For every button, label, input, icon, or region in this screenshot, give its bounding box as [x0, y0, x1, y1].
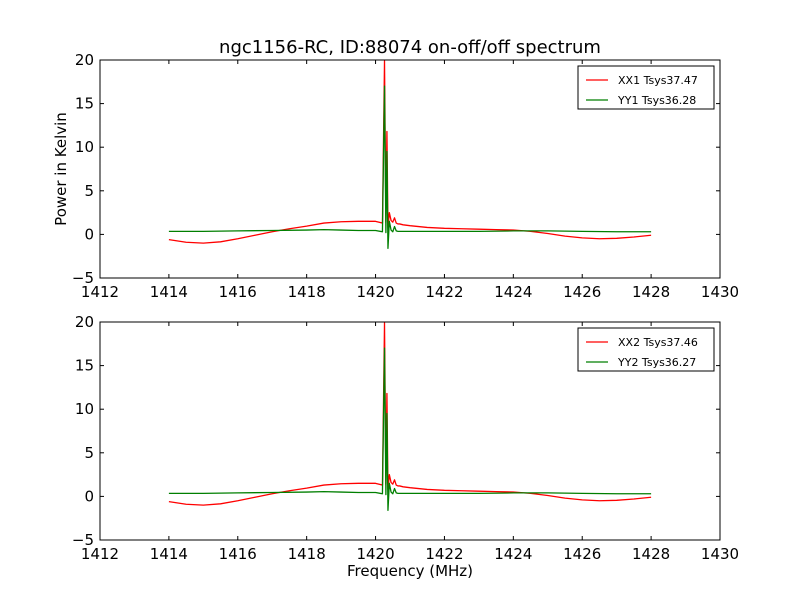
legend-label: YY1 Tsys36.28 [617, 94, 696, 107]
y-tick-label: 20 [75, 51, 94, 69]
y-tick-label: 15 [75, 95, 94, 113]
axes-frame [99, 59, 721, 279]
x-tick-label: 1420 [356, 545, 394, 563]
x-tick-label: 1416 [219, 283, 257, 301]
legend-label: YY2 Tsys36.27 [617, 356, 696, 369]
x-tick-label: 1412 [81, 283, 119, 301]
y-tick-label: 20 [75, 313, 94, 331]
x-tick-label: 1420 [356, 283, 394, 301]
legend: XX1 Tsys37.47 YY1 Tsys36.28 [577, 65, 715, 110]
legend-box [577, 65, 715, 110]
x-tick-label: 1418 [288, 283, 326, 301]
chart-title: ngc1156-RC, ID:88074 on-off/off spectrum [219, 37, 601, 58]
y-tick-label: 5 [84, 444, 94, 462]
x-tick-label: 1430 [701, 545, 739, 563]
x-tick-label: 1428 [632, 283, 670, 301]
x-tick-label: 1422 [425, 545, 463, 563]
y-tick-label: −5 [72, 269, 94, 287]
legend-label: XX2 Tsys37.46 [618, 336, 698, 349]
y-tick-label: 0 [84, 487, 94, 505]
x-tick-label: 1426 [563, 545, 601, 563]
axes-frame [99, 321, 721, 541]
x-tick-label: 1418 [288, 545, 326, 563]
y-tick-label: 0 [84, 225, 94, 243]
x-tick-label: 1422 [425, 283, 463, 301]
y-tick-label: 10 [75, 400, 94, 418]
x-axis-label: Frequency (MHz) [347, 562, 473, 580]
panels: 1412 1414 1416 1418 1420 1422 1424 1426 1428 1430… [72, 51, 739, 563]
x-tick-label: 1430 [701, 283, 739, 301]
x-tick-label: 1426 [563, 283, 601, 301]
panel-1: 1412 1414 1416 1418 1420 1422 1424 1426 1428 1430… [72, 51, 739, 301]
x-tick-label: 1414 [150, 545, 188, 563]
x-tick-label: 1424 [494, 545, 532, 563]
y-tick-label: 15 [75, 357, 94, 375]
series-line-yy1 [168, 85, 652, 250]
legend-box [577, 327, 715, 372]
legend-label: XX1 Tsys37.47 [618, 74, 698, 87]
series-line-yy2 [168, 347, 652, 512]
y-tick-label: −5 [72, 531, 94, 549]
x-tick-label: 1424 [494, 283, 532, 301]
y-tick-label: 10 [75, 138, 94, 156]
panel-2: 1412 1414 1416 1418 1420 1422 1424 1426 1428 1430… [72, 313, 739, 563]
y-tick-label: 5 [84, 182, 94, 200]
x-tick-label: 1416 [219, 545, 257, 563]
x-tick-label: 1428 [632, 545, 670, 563]
x-tick-label: 1414 [150, 283, 188, 301]
y-axis-label: Power in Kelvin [52, 112, 70, 226]
x-tick-label: 1412 [81, 545, 119, 563]
legend: XX2 Tsys37.46 YY2 Tsys36.27 [577, 327, 715, 372]
